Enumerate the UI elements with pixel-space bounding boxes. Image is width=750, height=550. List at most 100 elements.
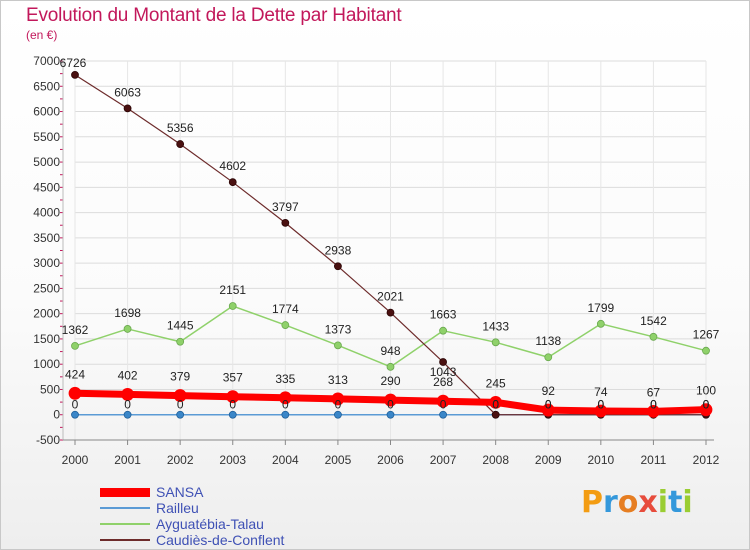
data-point <box>281 218 290 227</box>
x-tick-label: 2002 <box>167 453 194 467</box>
data-label: 0 <box>335 398 342 412</box>
data-label: 0 <box>703 398 710 412</box>
data-label: 290 <box>380 374 400 388</box>
data-point <box>439 358 447 366</box>
data-point <box>71 70 79 79</box>
data-label: 948 <box>380 344 400 358</box>
data-label: 1373 <box>325 322 352 336</box>
data-label: 2938 <box>325 243 352 257</box>
legend-swatch <box>100 507 150 509</box>
data-point <box>491 338 500 347</box>
data-label: 1774 <box>272 302 299 316</box>
legend-label: SANSA <box>156 484 204 500</box>
data-label: 1698 <box>114 306 141 320</box>
data-label: 1542 <box>640 314 667 328</box>
data-point <box>596 319 605 328</box>
data-label: 2151 <box>219 283 246 297</box>
logo-letter: i <box>657 485 669 520</box>
x-tick-label: 2009 <box>535 453 562 467</box>
data-point <box>176 410 185 419</box>
data-point <box>123 325 132 333</box>
x-tick-label: 2001 <box>114 453 141 467</box>
y-tick-label: 3000 <box>33 256 60 270</box>
legend-swatch <box>100 487 150 497</box>
data-point <box>334 410 342 419</box>
data-point <box>334 341 342 350</box>
x-tick-label: 2010 <box>587 453 614 467</box>
data-point <box>228 178 237 187</box>
y-tick-label: 0 <box>53 408 60 422</box>
x-tick-label: 2007 <box>430 453 457 467</box>
legend-item: Caudiès-de-Conflent <box>100 532 360 548</box>
data-label: 268 <box>433 375 453 389</box>
data-label: 1663 <box>430 308 457 322</box>
data-point <box>121 388 134 401</box>
data-label: 0 <box>650 398 657 412</box>
data-point <box>384 393 397 407</box>
y-tick-label: 3500 <box>33 231 60 245</box>
data-label: 1362 <box>62 323 89 337</box>
logo-letter: x <box>638 485 658 520</box>
data-label: 1433 <box>482 319 509 333</box>
data-point <box>491 410 500 419</box>
data-label: 1799 <box>587 301 614 315</box>
y-tick-label: 4500 <box>33 180 60 194</box>
data-label: 0 <box>545 398 552 412</box>
data-point <box>68 386 82 400</box>
y-tick-label: 500 <box>40 382 60 396</box>
legend-label: Caudiès-de-Conflent <box>156 532 285 548</box>
data-point <box>173 389 187 402</box>
data-label: 0 <box>597 398 604 412</box>
y-tick-label: 2500 <box>33 281 60 295</box>
data-point <box>386 410 395 419</box>
data-label: 0 <box>545 398 552 412</box>
data-label: 402 <box>118 368 138 382</box>
data-point <box>541 403 555 417</box>
data-point <box>489 395 503 409</box>
data-label: 0 <box>282 398 289 412</box>
chart-title: Evolution du Montant de la Dette par Hab… <box>26 5 402 26</box>
data-point <box>386 308 395 317</box>
legend-item: Railleu <box>100 500 360 516</box>
y-tick-label: 2000 <box>33 307 60 321</box>
y-tick-label: 6000 <box>33 105 60 119</box>
data-label: 1138 <box>535 334 561 348</box>
data-label: 0 <box>440 398 447 412</box>
data-label: 4602 <box>219 159 246 173</box>
data-label: 92 <box>542 384 556 398</box>
data-label: 0 <box>177 398 184 412</box>
data-label: 357 <box>223 371 243 385</box>
data-label: 424 <box>65 367 85 381</box>
data-point <box>544 353 553 362</box>
y-tick-label: 1500 <box>33 332 60 346</box>
data-label: 313 <box>328 373 348 387</box>
data-label: 335 <box>275 372 295 386</box>
data-point <box>594 404 608 418</box>
x-tick-label: 2008 <box>482 453 509 467</box>
proxiti-logo: Proxiti <box>581 485 693 520</box>
data-label: 0 <box>72 398 79 412</box>
y-tick-label: -500 <box>36 433 60 447</box>
data-point <box>702 346 710 355</box>
legend-label: Ayguatébia-Talau <box>156 516 264 532</box>
data-label: 0 <box>650 398 657 412</box>
x-tick-label: 2004 <box>272 453 299 467</box>
y-tick-label: 1000 <box>33 357 60 371</box>
data-point <box>228 410 237 419</box>
data-point <box>649 332 658 341</box>
data-point <box>281 321 290 329</box>
data-label: 0 <box>492 398 499 412</box>
legend-item: SANSA <box>100 484 360 500</box>
legend-swatch <box>100 539 150 541</box>
legend-label: Railleu <box>156 500 199 516</box>
data-point <box>436 394 450 408</box>
y-tick-label: 5000 <box>33 155 60 169</box>
data-label: 3797 <box>272 200 299 214</box>
x-tick-label: 2000 <box>62 453 89 467</box>
data-point <box>281 410 290 419</box>
data-label: 67 <box>647 385 661 399</box>
data-point <box>228 302 237 310</box>
data-point <box>331 392 345 406</box>
